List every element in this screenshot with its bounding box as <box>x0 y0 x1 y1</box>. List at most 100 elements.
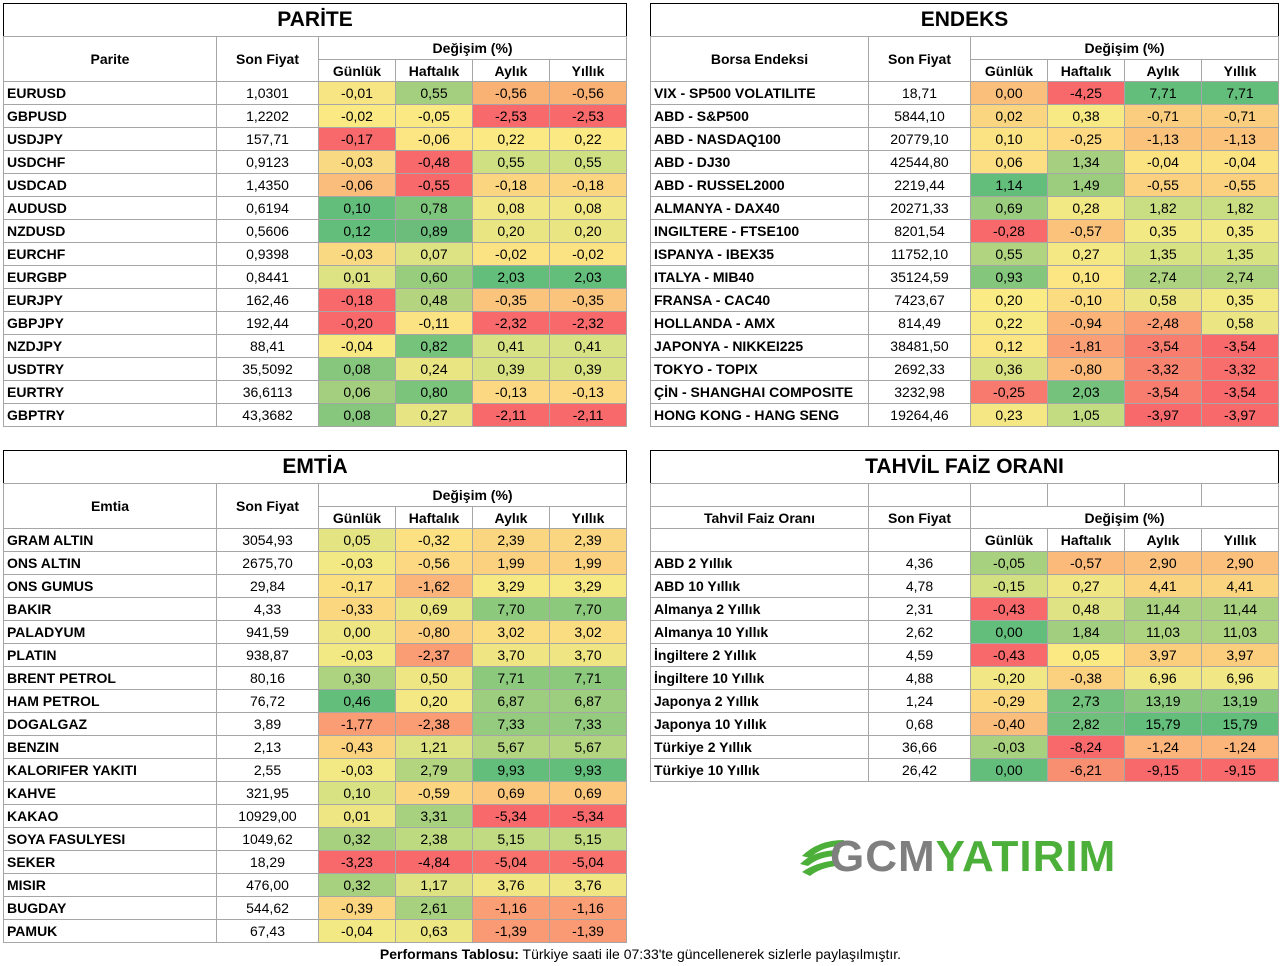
row-change-1: 0,48 <box>1047 597 1125 621</box>
row-price: 19264,46 <box>868 403 971 427</box>
row-change-0: 0,05 <box>318 528 396 552</box>
row-name: EURUSD <box>3 81 217 105</box>
row-change-0: -0,03 <box>970 735 1048 759</box>
row-name: USDTRY <box>3 357 217 381</box>
row-name: KAHVE <box>3 781 217 805</box>
row-change-3: 2,74 <box>1200 265 1280 289</box>
emtia-col-change: Değişim (%) <box>317 483 628 507</box>
table-row: GBPJPY 192,44 -0,20 -0,11 -2,32 -2,32 <box>3 311 628 335</box>
table-row: ABD - S&P500 5844,10 0,02 0,38 -0,71 -0,71 <box>650 104 1280 128</box>
row-change-3: 0,35 <box>1200 288 1280 312</box>
row-change-3: -2,32 <box>548 311 628 335</box>
row-change-1: 0,55 <box>395 81 473 105</box>
row-change-1: 0,80 <box>395 380 473 404</box>
row-change-0: -0,04 <box>318 334 396 358</box>
row-price: 0,6194 <box>216 196 319 220</box>
row-change-3: 1,99 <box>548 551 628 575</box>
row-name: ISPANYA - IBEX35 <box>650 242 869 266</box>
row-change-2: -5,04 <box>472 850 550 874</box>
row-change-2: 0,41 <box>472 334 550 358</box>
row-change-3: -9,15 <box>1200 758 1280 782</box>
table-row: ONS GUMUS 29,84 -0,17 -1,62 3,29 3,29 <box>3 574 628 598</box>
row-name: ABD - S&P500 <box>650 104 869 128</box>
table-row: MISIR 476,00 0,32 1,17 3,76 3,76 <box>3 873 628 897</box>
row-change-0: -0,43 <box>970 597 1048 621</box>
row-price: 0,68 <box>868 712 971 736</box>
row-change-3: 0,55 <box>548 150 628 174</box>
row-price: 0,9398 <box>216 242 319 266</box>
parite-title: PARİTE <box>2 3 628 37</box>
row-change-2: -0,02 <box>472 242 550 266</box>
row-change-0: -0,33 <box>318 597 396 621</box>
row-change-2: 3,70 <box>472 643 550 667</box>
row-price: 18,29 <box>216 850 319 874</box>
row-change-2: 3,97 <box>1124 643 1202 667</box>
row-price: 157,71 <box>216 127 319 151</box>
row-change-2: -0,35 <box>472 288 550 312</box>
emtia-col-name: Emtia <box>3 483 217 529</box>
footer-text: Türkiye saati ile 07:33'te güncellenerek… <box>518 946 902 962</box>
emtia-period-1: Haftalık <box>395 506 473 529</box>
table-row: GBPUSD 1,2202 -0,02 -0,05 -2,53 -2,53 <box>3 104 628 128</box>
table-row: VIX - SP500 VOLATILITE 18,71 0,00 -4,25 7,71… <box>650 81 1280 105</box>
row-change-2: 2,74 <box>1124 265 1202 289</box>
row-change-3: 0,69 <box>548 781 628 805</box>
table-row: PAMUK 67,43 -0,04 0,63 -1,39 -1,39 <box>3 919 628 943</box>
row-price: 2,13 <box>216 735 319 759</box>
table-row: EURUSD 1,0301 -0,01 0,55 -0,56 -0,56 <box>3 81 628 105</box>
row-change-2: -0,13 <box>472 380 550 404</box>
table-row: HONG KONG - HANG SENG 19264,46 0,23 1,05 -3,… <box>650 403 1280 427</box>
row-change-0: 0,23 <box>970 403 1048 427</box>
tahvil-period-1: Haftalık <box>1047 528 1125 552</box>
row-change-2: 15,79 <box>1124 712 1202 736</box>
gcm-logo-icon <box>800 840 844 876</box>
row-change-1: -8,24 <box>1047 735 1125 759</box>
row-change-0: 0,08 <box>318 357 396 381</box>
row-name: DOGALGAZ <box>3 712 217 736</box>
row-change-3: -0,18 <box>548 173 628 197</box>
row-change-0: -0,05 <box>970 551 1048 575</box>
row-name: KALORIFER YAKITI <box>3 758 217 782</box>
row-name: ABD - NASDAQ100 <box>650 127 869 151</box>
row-change-3: 13,19 <box>1200 689 1280 713</box>
tahvil-period-0: Günlük <box>970 528 1048 552</box>
row-change-1: -0,57 <box>1047 219 1125 243</box>
row-change-3: 1,35 <box>1200 242 1280 266</box>
row-change-1: -0,80 <box>1047 357 1125 381</box>
row-change-0: -1,77 <box>318 712 396 736</box>
row-name: ABD - RUSSEL2000 <box>650 173 869 197</box>
row-price: 2,62 <box>868 620 971 644</box>
table-row: SOYA FASULYESI 1049,62 0,32 2,38 5,15 5,15 <box>3 827 628 851</box>
row-change-0: -0,03 <box>318 150 396 174</box>
row-change-0: -0,03 <box>318 242 396 266</box>
table-row: EURCHF 0,9398 -0,03 0,07 -0,02 -0,02 <box>3 242 628 266</box>
row-price: 42544,80 <box>868 150 971 174</box>
row-change-3: 1,82 <box>1200 196 1280 220</box>
table-row: HAM PETROL 76,72 0,46 0,20 6,87 6,87 <box>3 689 628 713</box>
row-change-1: 0,38 <box>1047 104 1125 128</box>
table-row: ALMANYA - DAX40 20271,33 0,69 0,28 1,82 1,82 <box>650 196 1280 220</box>
row-name: USDCHF <box>3 150 217 174</box>
row-price: 38481,50 <box>868 334 971 358</box>
row-price: 18,71 <box>868 81 971 105</box>
emtia-period-2: Aylık <box>472 506 550 529</box>
row-name: ALMANYA - DAX40 <box>650 196 869 220</box>
row-change-0: -3,23 <box>318 850 396 874</box>
row-change-0: -0,20 <box>318 311 396 335</box>
row-change-2: -2,53 <box>472 104 550 128</box>
row-price: 2,55 <box>216 758 319 782</box>
row-name: Almanya 2 Yıllık <box>650 597 869 621</box>
row-change-2: 11,03 <box>1124 620 1202 644</box>
row-name: BAKIR <box>3 597 217 621</box>
row-change-3: 2,39 <box>548 528 628 552</box>
row-change-0: 0,06 <box>970 150 1048 174</box>
row-change-0: 0,00 <box>970 758 1048 782</box>
row-price: 2,31 <box>868 597 971 621</box>
row-change-2: 0,35 <box>1124 219 1202 243</box>
row-change-1: -0,06 <box>395 127 473 151</box>
row-price: 1,24 <box>868 689 971 713</box>
table-row: NZDJPY 88,41 -0,04 0,82 0,41 0,41 <box>3 334 628 358</box>
row-price: 10929,00 <box>216 804 319 828</box>
parite-period-0: Günlük <box>318 59 396 82</box>
table-row: İngiltere 10 Yıllık 4,88 -0,20 -0,38 6,96 6,9… <box>650 666 1280 690</box>
